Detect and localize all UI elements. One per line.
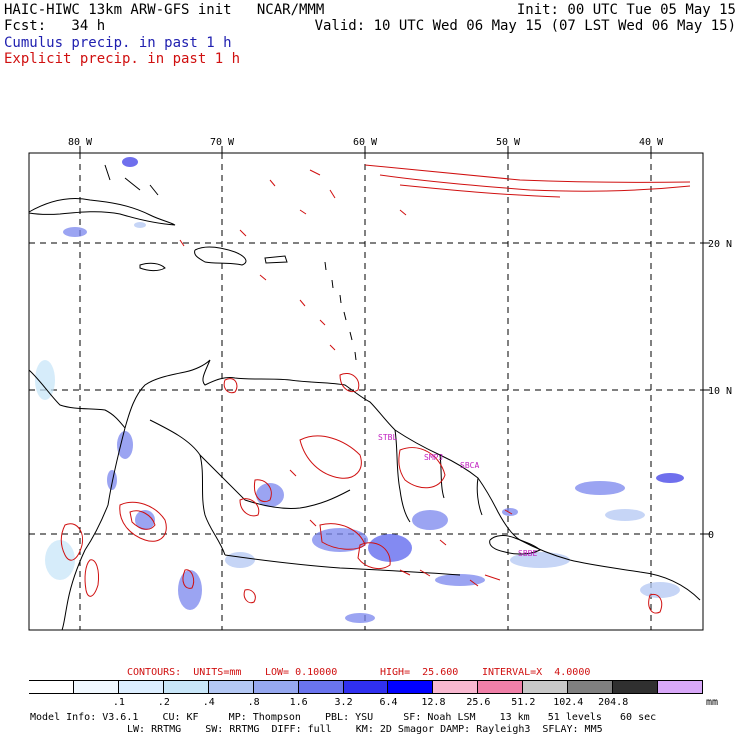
station-smpj: SMPJ	[424, 453, 443, 462]
colorbar-label: 12.8	[421, 697, 446, 708]
colorbar-cell	[433, 681, 479, 693]
map-title: HAIC-HIWC 13km ARW-GFS init NCAR/MMM	[4, 2, 325, 18]
explicit-precip-contours	[60, 164, 691, 614]
colorbar-label: 1.6	[289, 697, 308, 708]
colorbar-label: 102.4	[553, 697, 584, 708]
colorbar-label: .2	[157, 697, 170, 708]
map-frame	[28, 152, 704, 631]
colorbar-cell	[298, 681, 344, 693]
coastlines	[28, 164, 701, 631]
lat-label-0: 0	[708, 530, 714, 541]
colorbar-cell	[523, 681, 569, 693]
lon-label-80w: 80 W	[68, 137, 93, 148]
colorbar-label: 6.4	[379, 697, 398, 708]
colorbar-cell	[29, 681, 74, 693]
colorbar-label: 204.8	[598, 697, 629, 708]
colorbar-label: 25.6	[466, 697, 491, 708]
colorbar-cell	[163, 681, 209, 693]
station-sbca: SBCA	[460, 461, 479, 470]
colorbar-label: 3.2	[334, 697, 353, 708]
contour-units: CONTOURS: UNITS=mm	[127, 667, 242, 678]
lon-labels: 80 W 70 W 60 W 50 W 40 W	[68, 137, 664, 148]
lat-label-10n: 10 N	[708, 386, 732, 397]
station-labels: STBL SMPJ SBCA SBBE	[378, 433, 537, 558]
colorbar-cell	[118, 681, 164, 693]
lat-label-20n: 20 N	[708, 239, 732, 250]
colorbar-cell	[343, 681, 389, 693]
colorbar-label: .1	[112, 697, 125, 708]
colorbar-cell	[253, 681, 299, 693]
station-stbl: STBL	[378, 433, 397, 442]
lon-label-40w: 40 W	[639, 137, 664, 148]
lon-label-60w: 60 W	[353, 137, 378, 148]
colorbar-cell	[658, 681, 703, 693]
forecast-hour: Fcst: 34 h	[4, 18, 106, 34]
legend-cumulus: Cumulus precip. in past 1 h	[4, 35, 232, 51]
colorbar-cell	[73, 681, 119, 693]
colorbar-cell	[478, 681, 524, 693]
lon-label-50w: 50 W	[496, 137, 521, 148]
init-time: Init: 00 UTC Tue 05 May 15	[516, 2, 736, 18]
valid-time: Valid: 10 UTC Wed 06 May 15 (07 LST Wed …	[314, 18, 736, 34]
colorbar-cell	[208, 681, 254, 693]
colorbar-cell	[568, 681, 614, 693]
colorbar-unit: mm	[706, 697, 719, 708]
contour-low: LOW= 0.10000	[265, 667, 338, 678]
colorbar-label: 51.2	[511, 697, 536, 708]
lon-label-70w: 70 W	[210, 137, 235, 148]
cumulus-precip-shading	[35, 157, 684, 623]
colorbar-label: .4	[202, 697, 215, 708]
colorbar-cell	[388, 681, 434, 693]
colorbar-cell	[613, 681, 659, 693]
contour-high: HIGH= 25.600	[380, 667, 459, 678]
model-info-line1: Model Info: V3.6.1 CU: KF MP: Thompson P…	[30, 712, 657, 723]
station-sbbe: SBBE	[518, 549, 537, 558]
contour-interval: INTERVAL=X 4.0000	[482, 667, 591, 678]
legend-explicit: Explicit precip. in past 1 h	[4, 51, 241, 67]
lat-labels: 20 N 10 N 0	[708, 239, 732, 541]
model-info-line2: LW: RRTMG SW: RRTMG DIFF: full KM: 2D Sm…	[127, 724, 603, 735]
colorbar-label: .8	[247, 697, 260, 708]
